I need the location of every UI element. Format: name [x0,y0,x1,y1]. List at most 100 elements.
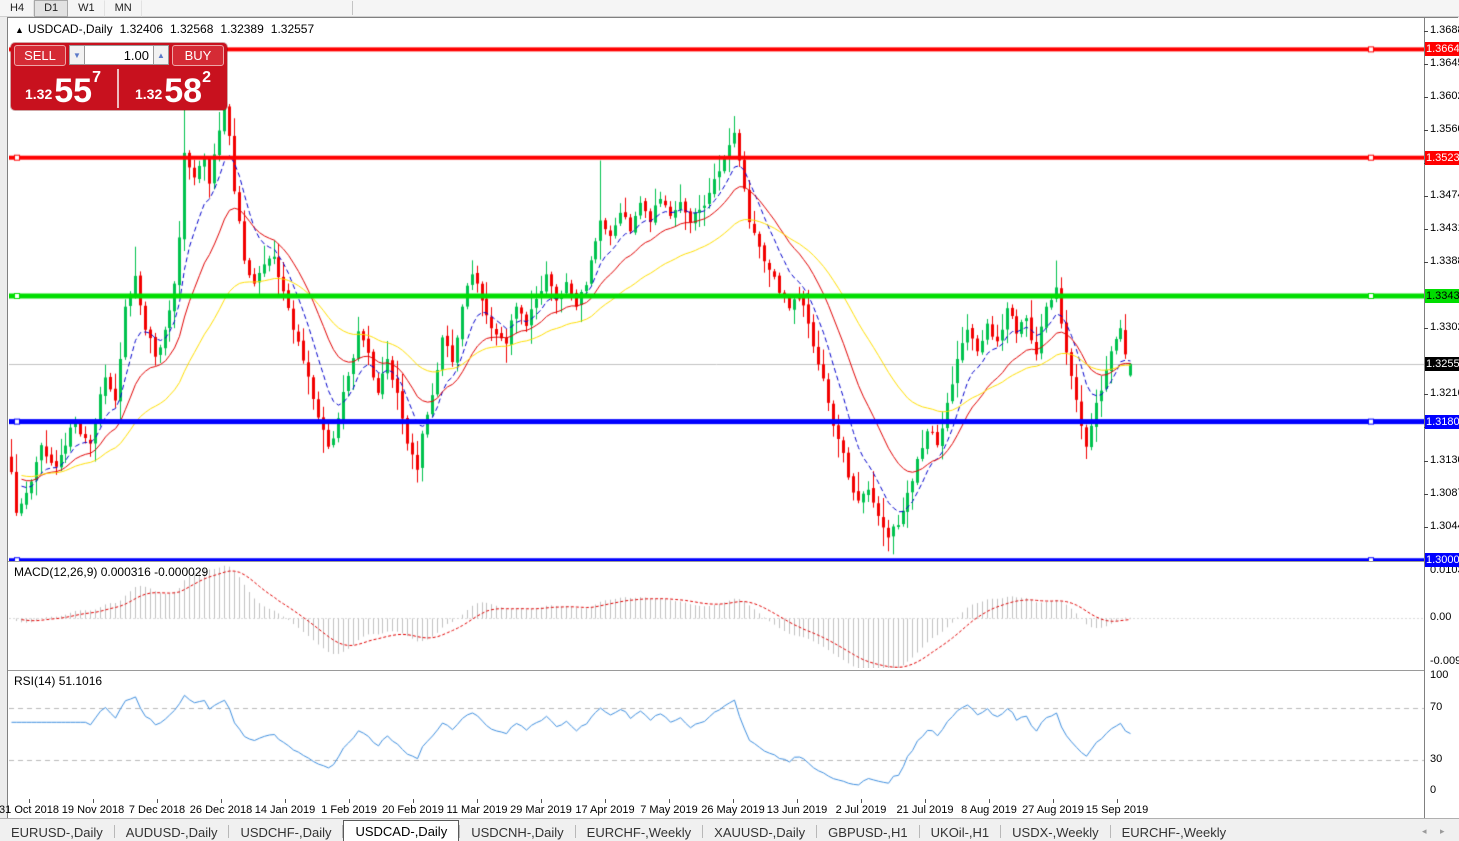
macd-value-main: 0.000316 [100,565,151,579]
date-axis-tick [925,799,926,803]
date-axis-label: 31 Oct 2018 [0,804,59,816]
date-axis-label: 27 Aug 2019 [1022,804,1084,816]
date-axis-tick [93,799,94,803]
tab-usdchf-daily[interactable]: USDCHF-,Daily [240,825,332,840]
macd-indicator-canvas[interactable] [9,563,1424,668]
date-axis-label: 26 Dec 2018 [189,804,253,816]
price-axis-tick [1424,394,1428,396]
tab-audusd-daily[interactable]: AUDUSD-,Daily [125,825,218,840]
price-axis-tick-label: 1.36450 [1430,57,1459,70]
rsi-label: RSI(14) 51.1016 [14,674,102,688]
timeframe-button-mn[interactable]: MN [105,0,142,17]
price-axis-tick [1424,262,1428,264]
date-axis-tick [29,799,30,803]
date-axis-tick [157,799,158,803]
tab-usdcnh-daily[interactable]: USDCNH-,Daily [471,825,564,840]
one-click-top-row: SELL ▼ ▲ BUY [11,43,227,67]
price-axis-tick-label: 1.30870 [1430,486,1459,499]
tab-scroll-left-icon[interactable]: ◂ [1422,826,1427,836]
price-axis-tick [1424,526,1428,528]
rsi-axis-tick-label: 70 [1430,700,1443,713]
price-axis-tick-label: 1.34310 [1430,222,1459,234]
price-axis-tick-label: 1.30440 [1430,519,1459,532]
buy-price-small: 1.32 [135,86,163,102]
price-axis-tick-label: 1.31300 [1430,453,1459,466]
buy-price[interactable]: 1.32 58 2 [121,67,225,109]
tab-eurchf-weekly[interactable]: EURCHF-,Weekly [1121,825,1227,840]
rsi-indicator-canvas[interactable] [9,672,1424,797]
date-axis-tick [477,799,478,803]
rsi-axis-tick-label: 30 [1430,752,1443,765]
buy-button[interactable]: BUY [172,44,224,66]
tab-ukoil-h1[interactable]: UKOil-,H1 [930,825,990,840]
date-axis-label: 20 Feb 2019 [382,804,444,816]
date-axis-label: 11 Mar 2019 [446,804,508,816]
volume-input[interactable] [85,45,153,65]
macd-pane-separator[interactable] [8,561,1424,562]
price-level-badge: 1.31806 [1425,414,1459,429]
date-axis-label: 7 May 2019 [640,804,698,816]
price-axis-tick [1424,64,1428,66]
date-axis-tick [669,799,670,803]
tab-gbpusd-h1[interactable]: GBPUSD-,H1 [828,825,908,840]
sell-price-small: 1.32 [25,86,53,102]
date-axis-label: 19 Nov 2018 [61,804,125,816]
tab-eurchf-weekly[interactable]: EURCHF-,Weekly [586,825,692,840]
volume-stepper: ▼ ▲ [69,45,169,65]
timeframe-button-h4[interactable]: H4 [0,0,35,17]
date-axis-label: 21 Jul 2019 [896,804,954,816]
price-chart-canvas[interactable] [9,23,1424,561]
rsi-value: 51.1016 [58,674,103,688]
tab-separator [228,825,230,838]
tab-xauusd-daily[interactable]: XAUUSD-,Daily [714,825,806,840]
volume-increment-button[interactable]: ▲ [153,45,169,65]
spinner-down-icon: ▼ [73,50,81,60]
timeframe-button-d1[interactable]: D1 [34,0,69,17]
tab-usdx-weekly[interactable]: USDX-,Weekly [1012,825,1099,840]
rsi-pane-separator[interactable] [8,670,1424,671]
chart-marker-icon[interactable]: ▲ [15,25,24,35]
price-axis-tick [1424,97,1428,99]
one-click-divider [117,69,119,108]
tab-scroll-right-icon[interactable]: ▸ [1440,826,1445,836]
price-axis-tick-label: 1.34740 [1430,188,1459,201]
sell-price[interactable]: 1.32 55 7 [11,67,115,109]
price-axis-tick [1424,493,1428,495]
ohlc-close: 1.32557 [270,22,315,36]
sell-button[interactable]: SELL [14,44,66,66]
ohlc-high: 1.32568 [170,22,214,36]
price-axis-tick [1424,460,1428,462]
ohlc-open: 1.32406 [119,22,163,36]
date-axis-label: 29 Mar 2019 [510,804,572,816]
timeframe-button-w1[interactable]: W1 [68,0,105,17]
date-axis[interactable]: 31 Oct 2018 19 Nov 2018 7 Dec 2018 26 Dec 2… [0,798,1424,818]
date-axis-tick [349,799,350,803]
date-axis-label: 2 Jul 2019 [835,804,887,816]
date-axis-tick [733,799,734,803]
macd-axis-min-label: -0.00920 [1430,655,1459,667]
price-axis-tick-label: 1.35600 [1430,122,1459,135]
volume-decrement-button[interactable]: ▼ [69,45,85,65]
date-axis-tick [1053,799,1054,803]
tab-separator [1109,825,1111,838]
sell-price-sup: 7 [92,69,101,86]
date-axis-tick [541,799,542,803]
price-level-badge: 1.35237 [1425,150,1459,165]
date-axis-tick [989,799,990,803]
date-axis-tick [285,799,286,803]
price-axis-tick [1424,195,1428,197]
date-axis-label: 26 May 2019 [701,804,765,816]
rsi-name: RSI(14) [14,674,56,688]
price-axis[interactable]: 1.368801.364501.360201.356001.351701.347… [1424,18,1459,818]
tab-usdcad-daily[interactable]: USDCAD-,Daily [343,820,460,841]
date-axis-tick [797,799,798,803]
tab-eurusd-daily[interactable]: EURUSD-,Daily [11,825,103,840]
tab-separator [113,825,115,838]
tab-separator [918,825,920,838]
price-level-badge: 1.33439 [1425,289,1459,303]
buy-price-big: 58 [164,72,203,110]
date-axis-label: 7 Dec 2018 [128,804,186,816]
price-axis-tick-label: 1.32160 [1430,387,1459,400]
macd-axis-zero-label: 0.00 [1430,611,1452,624]
